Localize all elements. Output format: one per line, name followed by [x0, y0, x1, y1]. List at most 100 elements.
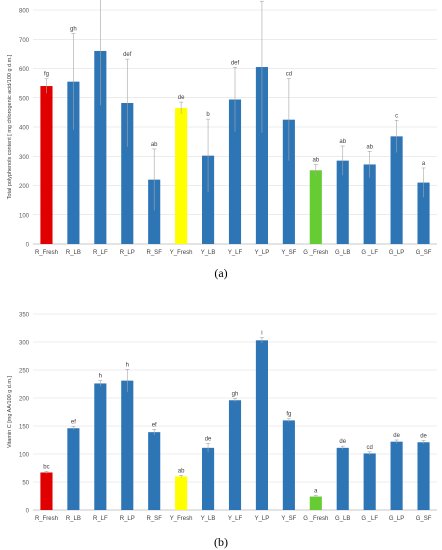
panel-a-category-label: Y_LP — [255, 250, 270, 256]
panel-b-bar — [40, 472, 53, 510]
panel-a-bar — [67, 81, 80, 244]
panel-b-category-label: G_LP — [389, 516, 404, 522]
panel-b-bar — [309, 496, 322, 510]
panel-a-category-label: G _Fresh — [303, 250, 328, 256]
panel-b-bar — [336, 447, 349, 510]
panel-b-ytick-label: 250 — [19, 369, 30, 375]
panel-b-significance-label: de — [420, 434, 427, 440]
panel-b-significance-label: h — [126, 362, 129, 368]
panel-a-bar — [148, 179, 161, 244]
panel-a-category-label: G_SF — [416, 250, 432, 256]
panel-b-category-label: Y_Fresh — [170, 516, 193, 522]
panel-a-significance-label: def — [231, 60, 240, 66]
panel-a-bar — [363, 164, 376, 244]
panel-a-ytick-label: 0 — [26, 243, 30, 249]
panel-a-category-label: R_LP — [120, 250, 135, 256]
panel-b-bar — [67, 428, 80, 510]
panel-b-label: (b) — [214, 535, 228, 549]
panel-a-ylabel: Total polyphenols content [ mg chlorogen… — [7, 54, 13, 199]
panel-a-ytick-label: 700 — [19, 38, 30, 44]
panel-b-ytick-label: 200 — [19, 397, 30, 403]
panel-b-ylabel: Vitamin C [mg AA/100 g d.m.] — [7, 376, 13, 449]
panel-a-bar — [282, 119, 295, 244]
panel-a-bar — [175, 107, 188, 244]
panel-b-significance-label: h — [99, 374, 102, 380]
panel-b-category-label: R_SF — [147, 516, 163, 522]
panel-a-category-label: R_LF — [93, 250, 108, 256]
panel-b-significance-label: de — [205, 436, 212, 442]
panel-b-category-label: G_LB — [335, 516, 350, 522]
panel-b-significance-label: ef — [71, 420, 76, 426]
panel-b-category-label: G _LF — [361, 516, 378, 522]
panel-a-chart: 0 100 200 300 400 500 600 700 800 Total polypheno… — [7, 0, 437, 256]
panel-a-category-label: G _LF — [361, 250, 378, 256]
panel-b-category-label: Y_LB — [201, 516, 216, 522]
panel-a-bar — [40, 86, 53, 244]
panel-a-bar — [202, 155, 215, 244]
panel-a-significance-label: gh — [70, 26, 77, 32]
panel-a-ytick-label: 500 — [19, 96, 30, 102]
panel-b-bar — [175, 476, 188, 510]
panel-a-category-label: G_LP — [389, 250, 404, 256]
panel-a-significance-label: ab — [312, 157, 319, 163]
panel-b-bar — [390, 441, 403, 510]
panel-b-bar — [94, 383, 107, 510]
panel-b-significance-label: fg — [286, 412, 291, 418]
panel-b-category-label: R_LB — [66, 516, 81, 522]
panel-a-ytick-label: 100 — [19, 213, 30, 219]
panel-b-ytick-label: 50 — [22, 481, 29, 487]
panel-b-ytick-label: 300 — [19, 341, 30, 347]
panel-b-category-label: Y_LF — [228, 516, 243, 522]
panel-b-significance-label: de — [339, 439, 346, 445]
panel-a-ytick-label: 800 — [19, 9, 30, 15]
panel-a-ytick-label: 200 — [19, 184, 30, 190]
panel-a-significance-label: cd — [286, 72, 292, 78]
panel-b-ytick-label: 150 — [19, 425, 30, 431]
panel-a-ytick-label: 300 — [19, 155, 30, 161]
panel-a-ytick-label: 400 — [19, 126, 30, 132]
panel-a-bar — [336, 160, 349, 244]
panel-a-ytick-label: 600 — [19, 67, 30, 73]
panel-a-significance-label: ab — [339, 139, 346, 145]
panel-a-category-label: R_Fresh — [35, 250, 58, 256]
panel-b-category-label: R_LP — [120, 516, 135, 522]
panel-b-ytick-label: 350 — [19, 313, 30, 319]
panel-b-category-label: Y_LP — [255, 516, 270, 522]
panel-a-significance-label: b — [206, 112, 210, 118]
panel-a-category-label: R_SF — [147, 250, 163, 256]
panel-b-category-label: Y_SF — [281, 516, 296, 522]
panel-b-bar — [148, 432, 161, 510]
panel-b-bar — [255, 340, 268, 510]
panel-b-significance-label: ef — [152, 422, 157, 428]
panel-a-bar — [255, 67, 268, 244]
panel-a-category-label: Y_SF — [281, 250, 296, 256]
panel-a-significance-label: def — [123, 52, 132, 58]
panel-a-significance-label: ab — [151, 142, 158, 148]
panel-a-label: (a) — [214, 266, 227, 280]
panel-b-bar — [417, 442, 430, 510]
panel-b-bar — [202, 447, 215, 510]
panel-b-bar — [228, 400, 242, 510]
panel-a-bar — [121, 103, 134, 244]
panel-b-category-label: G _Fresh — [303, 516, 328, 522]
panel-a-bar — [417, 182, 430, 244]
panel-b-significance-label: i — [261, 331, 262, 337]
panel-b-significance-label: ab — [178, 468, 185, 474]
panel-a-significance-label: de — [178, 95, 185, 101]
panel-b-bar — [363, 453, 376, 510]
panel-b-significance-label: a — [314, 488, 318, 494]
panel-b-ytick-label: 100 — [19, 453, 30, 459]
panel-b-category-label: G_SF — [416, 516, 432, 522]
panel-a-bar — [94, 50, 107, 245]
panel-b-significance-label: cd — [366, 445, 372, 451]
panel-a-category-label: R_LB — [66, 250, 81, 256]
panel-b-significance-label: de — [393, 433, 400, 439]
panel-b-bar — [121, 380, 134, 510]
panel-a-significance-label: c — [395, 113, 398, 119]
panel-b-bar — [282, 420, 295, 510]
panel-b-significance-label: bc — [43, 464, 49, 470]
panel-a-category-label: Y_Fresh — [170, 250, 193, 256]
panel-b-category-label: R_LF — [93, 516, 108, 522]
panel-b-significance-label: gh — [232, 392, 239, 398]
